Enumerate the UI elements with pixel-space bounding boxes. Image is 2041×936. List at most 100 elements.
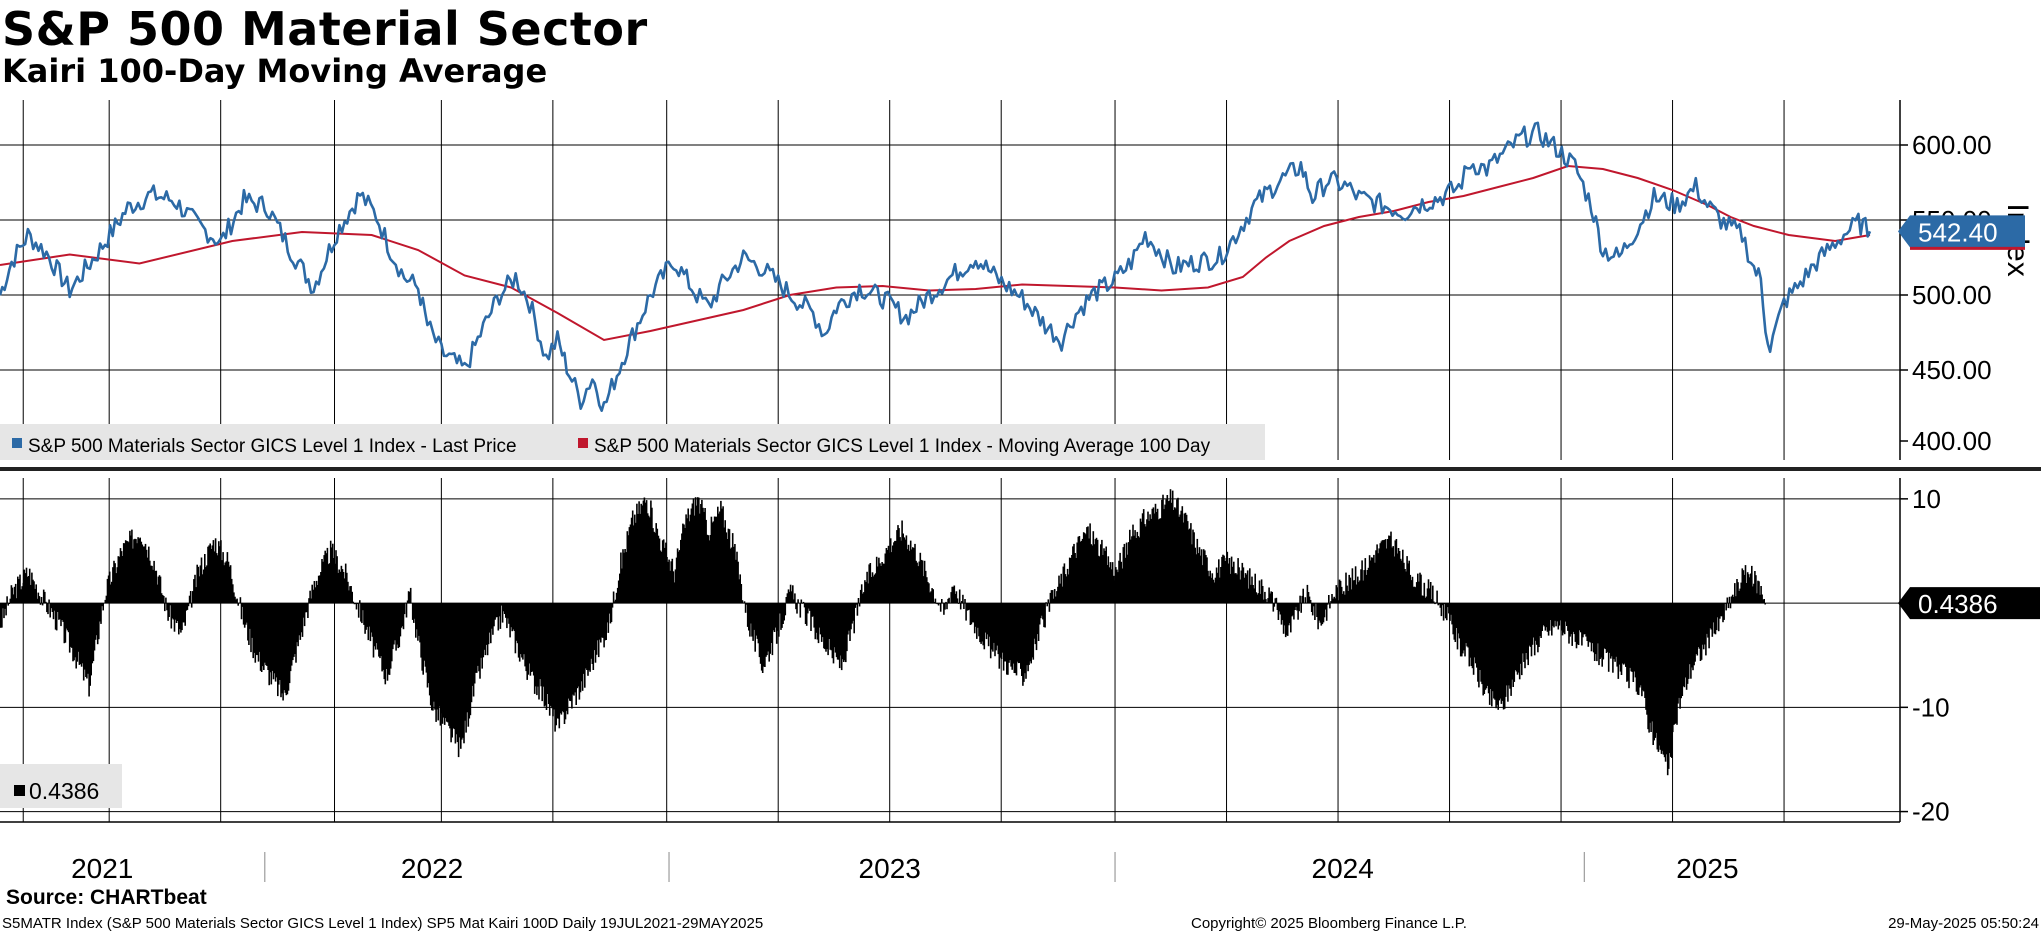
kairi-bar bbox=[560, 603, 563, 715]
kairi-bar bbox=[1469, 603, 1472, 658]
kairi-bar bbox=[792, 585, 794, 604]
kairi-bar bbox=[1045, 602, 1047, 603]
kairi-bar bbox=[1573, 603, 1576, 635]
kairi-bar bbox=[1380, 541, 1383, 604]
kairi-last-label: 0.4386 bbox=[1918, 589, 1998, 619]
kairi-bar bbox=[48, 599, 50, 603]
upper-y-tick-label: 450.00 bbox=[1912, 355, 1992, 385]
kairi-bar bbox=[985, 603, 988, 640]
kairi-bar bbox=[1735, 596, 1737, 604]
kairi-bar bbox=[419, 603, 421, 643]
kairi-bar bbox=[246, 603, 248, 623]
kairi-bar bbox=[1506, 603, 1508, 686]
kairi-bar bbox=[699, 513, 701, 604]
kairi-bar bbox=[1517, 603, 1520, 673]
kairi-bar bbox=[1273, 603, 1276, 607]
kairi-bar bbox=[643, 497, 646, 604]
kairi-bar bbox=[355, 603, 358, 610]
kairi-bar bbox=[102, 603, 104, 611]
kairi-bar bbox=[1617, 603, 1620, 679]
kairi-bar bbox=[323, 555, 325, 604]
kairi-bar bbox=[586, 603, 588, 670]
kairi-bar bbox=[909, 540, 912, 604]
kairi-bar bbox=[1324, 603, 1327, 610]
kairi-bar bbox=[547, 603, 550, 704]
kairi-bar bbox=[1640, 603, 1642, 686]
kairi-bar bbox=[157, 576, 160, 604]
kairi-bar bbox=[559, 603, 562, 714]
kairi-bar bbox=[1598, 603, 1600, 666]
kairi-bar bbox=[963, 603, 965, 609]
kairi-bar bbox=[1633, 603, 1636, 672]
kairi-bar bbox=[319, 575, 321, 604]
kairi-bar bbox=[365, 603, 367, 630]
kairi-bar bbox=[257, 603, 260, 662]
kairi-bar bbox=[1249, 568, 1251, 604]
kairi-bar bbox=[1396, 553, 1399, 604]
kairi-bar bbox=[1675, 603, 1677, 724]
kairi-bar bbox=[956, 598, 959, 604]
kairi-bar bbox=[1754, 571, 1756, 604]
kairi-bar bbox=[1680, 603, 1682, 699]
kairi-bar bbox=[354, 603, 357, 605]
kairi-bar bbox=[1379, 543, 1382, 604]
legend-swatch-price bbox=[12, 438, 22, 448]
kairi-bar bbox=[1659, 603, 1662, 750]
kairi-bar bbox=[840, 603, 843, 671]
kairi-bar bbox=[1201, 565, 1204, 604]
kairi-bar bbox=[366, 603, 368, 627]
kairi-bar bbox=[415, 603, 417, 638]
kairi-bar bbox=[1561, 603, 1564, 636]
kairi-bar bbox=[1123, 543, 1126, 604]
kairi-bar bbox=[439, 603, 442, 726]
kairi-bar bbox=[245, 603, 247, 625]
kairi-bar bbox=[1040, 603, 1042, 619]
kairi-bar bbox=[1390, 531, 1392, 604]
kairi-bar bbox=[290, 603, 293, 666]
kairi-bar bbox=[393, 603, 395, 645]
kairi-bar bbox=[931, 588, 933, 604]
kairi-bar bbox=[832, 603, 835, 664]
upper-legend-bg bbox=[0, 424, 1265, 460]
kairi-bar bbox=[622, 549, 624, 604]
kairi-bar bbox=[1359, 580, 1361, 604]
kairi-bar bbox=[602, 603, 604, 638]
kairi-bar bbox=[793, 599, 795, 604]
kairi-bar bbox=[146, 557, 149, 604]
kairi-bar bbox=[1112, 575, 1115, 604]
kairi-bar bbox=[346, 572, 348, 604]
kairi-bar bbox=[236, 598, 238, 604]
kairi-bar bbox=[708, 540, 711, 604]
kairi-bar bbox=[1742, 570, 1745, 604]
kairi-bar bbox=[1586, 603, 1588, 641]
kairi-bar bbox=[383, 603, 386, 680]
kairi-bar bbox=[824, 603, 826, 650]
kairi-bar bbox=[797, 599, 799, 604]
kairi-bar bbox=[787, 589, 790, 604]
kairi-bar bbox=[605, 603, 607, 640]
kairi-bar bbox=[1531, 603, 1534, 645]
kairi-bar bbox=[1702, 603, 1705, 650]
kairi-bar bbox=[1125, 542, 1128, 604]
kairi-bar bbox=[1389, 536, 1391, 604]
kairi-bar bbox=[514, 603, 517, 654]
kairi-bar bbox=[1697, 603, 1700, 647]
kairi-bar bbox=[1168, 500, 1171, 604]
kairi-bar bbox=[1725, 603, 1727, 611]
kairi-bar bbox=[1477, 603, 1479, 682]
kairi-bar bbox=[1009, 603, 1011, 661]
kairi-bar bbox=[1760, 586, 1762, 604]
kairi-bar bbox=[1543, 603, 1546, 627]
kairi-bar bbox=[992, 603, 994, 652]
kairi-bar bbox=[1193, 532, 1195, 604]
kairi-bar bbox=[1563, 603, 1566, 635]
kairi-bar bbox=[1570, 603, 1572, 635]
kairi-bar bbox=[327, 564, 330, 604]
kairi-bar bbox=[620, 552, 622, 604]
kairi-bar bbox=[220, 540, 222, 604]
kairi-bar bbox=[1272, 603, 1275, 612]
kairi-bar bbox=[780, 603, 782, 630]
kairi-last-marker bbox=[1898, 587, 2040, 620]
kairi-bar bbox=[293, 603, 295, 657]
kairi-bar bbox=[1077, 536, 1080, 604]
